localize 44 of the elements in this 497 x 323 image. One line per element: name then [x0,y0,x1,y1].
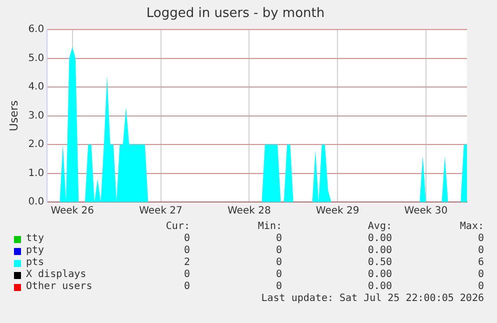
text: 2 [184,257,190,269]
text: 0.00 [368,269,392,281]
legend-label: pts [26,257,44,269]
y-tick-label: 3.0 [28,110,44,122]
text: Cur: [166,221,190,233]
text: Avg: [368,221,392,233]
text: 0 [478,245,484,257]
text: 0.00 [368,245,392,257]
text: Min: [258,221,282,233]
x-tick-label: Week 26 [50,206,94,217]
legend-label: tty [26,233,44,245]
text: 0 [478,233,484,245]
y-tick-label: 5.0 [28,52,44,64]
text: 0.50 [368,257,392,269]
text: 6 [478,257,484,269]
y-tick-label: 1.0 [28,168,44,179]
text: 0 [184,269,190,281]
text: 0 [276,257,282,269]
y-tick-label: 0.0 [28,196,44,208]
text: Max: [460,221,484,233]
text: 0 [184,233,190,245]
text: 0.00 [368,281,392,293]
y-tick-label: 6.0 [28,24,44,36]
text: 0 [276,281,282,293]
text: Last update: Sat Jul 25 22:00:05 2026 [261,293,484,305]
legend-label: X displays [26,269,86,281]
chart-title: Logged in users - by month [146,6,325,22]
text: 0 [276,269,282,281]
x-tick-label: Week 27 [139,206,182,217]
text: 0 [276,233,282,245]
text: 0.00 [368,233,392,245]
legend-label: Other users [26,281,92,293]
text: 0 [276,245,282,257]
legend-label: pty [26,245,44,257]
x-tick-label: Week 29 [316,206,360,217]
y-tick-label: 4.0 [28,82,44,93]
x-tick-label: Week 28 [228,206,271,217]
text: 0 [184,245,190,257]
y-tick-label: 2.0 [28,139,44,150]
x-tick-label: Week 30 [404,206,448,217]
text: 0 [478,281,484,293]
y-axis-title: Users [7,100,20,132]
text: 0 [478,269,484,281]
text: 0 [184,281,190,293]
